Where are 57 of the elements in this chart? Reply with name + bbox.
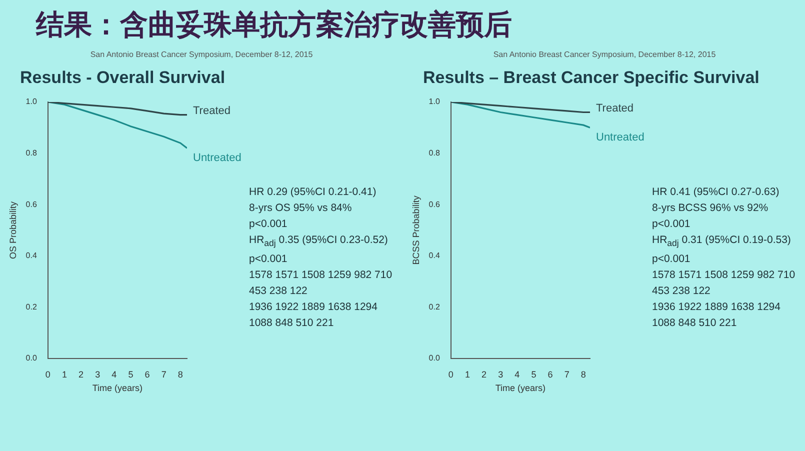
- text: 8-yrs BCSS 96% vs 92%: [652, 201, 770, 216]
- series-label: Treated: [193, 104, 231, 117]
- y-tick-label: 0.8: [26, 148, 38, 158]
- x-tick-label: 3: [95, 369, 100, 380]
- chart-subtitle: San Antonio Breast Cancer Symposium, December 8-12, 2015: [89, 50, 314, 61]
- x-tick-label: 6: [144, 369, 150, 380]
- x-tick-label: 0: [45, 369, 50, 380]
- x-tick-label: 2: [78, 369, 84, 380]
- text: p<0.001: [249, 252, 288, 268]
- x-tick-label: 5: [531, 369, 536, 380]
- y-tick-label: 0.2: [26, 302, 38, 312]
- text: HR$_{adj}$ 0.35 (95%CI 0.23-0.52): [249, 233, 389, 250]
- text: HR 0.29 (95%CI 0.21-0.41): [249, 185, 378, 200]
- y-tick-label: 0.4: [428, 251, 440, 260]
- x-tick-label: 1: [464, 369, 470, 380]
- y-tick-label: 0.4: [26, 251, 38, 260]
- text: 结果：含曲妥珠单抗方案治疗改善预后: [34, 7, 513, 43]
- x-tick-label: 7: [161, 369, 166, 380]
- chart-title: Results – Breast Cancer Specific Survival: [422, 67, 760, 89]
- x-tick-label: 5: [128, 369, 134, 380]
- x-tick-label: 7: [564, 369, 570, 380]
- text: p<0.001: [652, 252, 692, 268]
- text: 1936 1922 1889 1638 1294 1088 848 510 221: [652, 300, 782, 332]
- x-tick-label: 0: [448, 369, 454, 380]
- series-label: Treated: [596, 102, 634, 114]
- x-tick-label: 2: [482, 369, 487, 380]
- text: HR 0.41 (95%CI 0.27-0.63): [652, 185, 780, 200]
- text: 1578 1571 1508 1259 982 710 453 238 122: [249, 268, 394, 300]
- y-tick-label: 0.0: [428, 354, 440, 363]
- y-tick-label: 0.2: [428, 302, 440, 312]
- x-tick-label: 4: [514, 369, 520, 380]
- y-tick-label: 0.6: [26, 200, 38, 209]
- chart-title: Results - Overall Survival: [19, 67, 226, 89]
- x-tick-label: 3: [498, 369, 504, 380]
- text: 8-yrs OS 95% vs 84%: [249, 201, 353, 216]
- text: HR$_{adj}$ 0.31 (95%CI 0.19-0.53): [652, 233, 792, 250]
- x-axis-title: Time (years): [92, 383, 143, 394]
- y-tick-label: 0.0: [26, 354, 38, 363]
- x-tick-label: 1: [62, 369, 67, 380]
- text: p<0.001: [249, 217, 288, 232]
- y-tick-label: 1.0: [26, 97, 38, 106]
- chart-subtitle: San Antonio Breast Cancer Symposium, December 8-12, 2015: [492, 50, 717, 61]
- series-label: Untreated: [596, 132, 644, 144]
- x-tick-label: 8: [178, 369, 183, 380]
- y-axis-title: OS Probability: [8, 200, 18, 259]
- text: p<0.001: [652, 217, 692, 232]
- y-axis-title: BCSS Probability: [410, 195, 421, 265]
- y-tick-label: 1.0: [428, 97, 440, 106]
- text: 1578 1571 1508 1259 982 710 453 238 122: [652, 268, 796, 300]
- y-tick-label: 0.6: [428, 200, 440, 209]
- x-tick-label: 4: [112, 369, 117, 380]
- x-axis-title: Time (years): [495, 383, 546, 394]
- y-tick-label: 0.8: [428, 148, 440, 158]
- x-tick-label: 8: [580, 369, 586, 380]
- text: 1936 1922 1889 1638 1294 1088 848 510 221: [249, 300, 378, 332]
- x-tick-label: 6: [548, 369, 553, 380]
- series-label: Untreated: [193, 152, 242, 164]
